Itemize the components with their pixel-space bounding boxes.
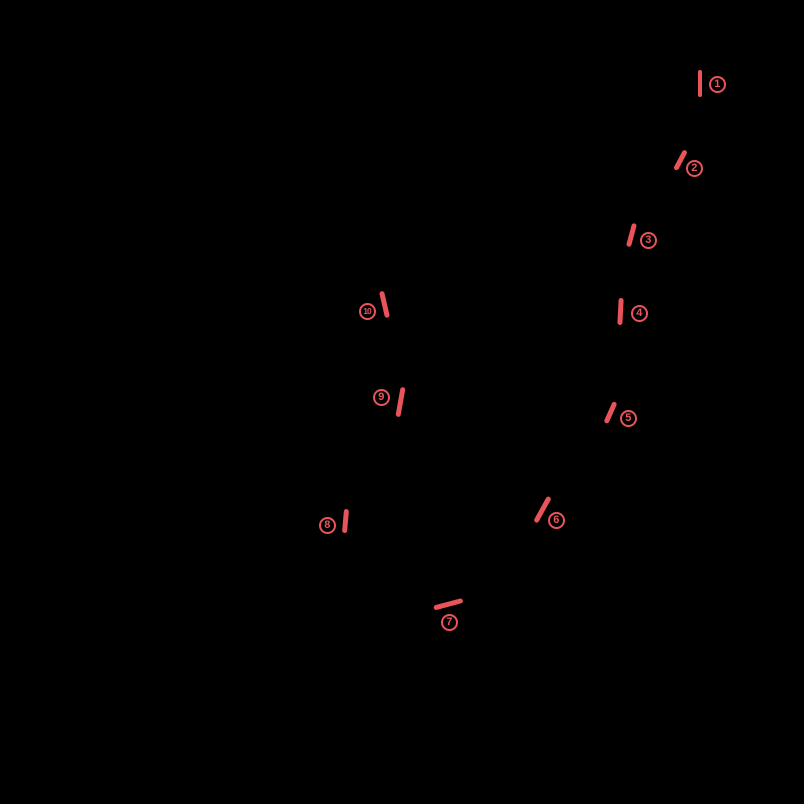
- marker-number-badge: 10: [358, 302, 376, 320]
- marker-number-badge: 7: [440, 613, 458, 631]
- marker-number-label: 5: [625, 411, 631, 424]
- marker-number-label: 4: [636, 306, 642, 319]
- marker-number-label: 9: [378, 390, 384, 403]
- marker-number-badge: 2: [685, 159, 703, 177]
- marker-tick-icon: [341, 508, 349, 534]
- marker-number-label: 8: [324, 518, 330, 531]
- marker-number-badge: 3: [639, 231, 657, 249]
- marker-number-badge: 9: [372, 388, 390, 406]
- marker-number-badge: 1: [708, 75, 726, 93]
- marker-number-badge: 8: [318, 516, 336, 534]
- marker-number-badge: 4: [630, 304, 648, 322]
- marker-number-label: 3: [645, 233, 651, 246]
- marker-tick-icon: [378, 290, 390, 318]
- marker-number-label: 2: [691, 161, 697, 174]
- marker-number-badge: 5: [619, 409, 637, 427]
- marker-tick-icon: [395, 386, 405, 418]
- marker-tick-icon: [432, 597, 464, 611]
- marker-number-label: 10: [363, 305, 372, 316]
- marker-number-label: 7: [446, 615, 452, 628]
- marker-number-label: 6: [553, 513, 559, 526]
- marker-tick-icon: [697, 69, 703, 97]
- marker-number-badge: 6: [547, 511, 565, 529]
- marker-tick-icon: [603, 400, 617, 424]
- marker-number-label: 1: [714, 77, 720, 90]
- marker-tick-icon: [617, 297, 623, 325]
- marker-tick-icon: [625, 222, 637, 248]
